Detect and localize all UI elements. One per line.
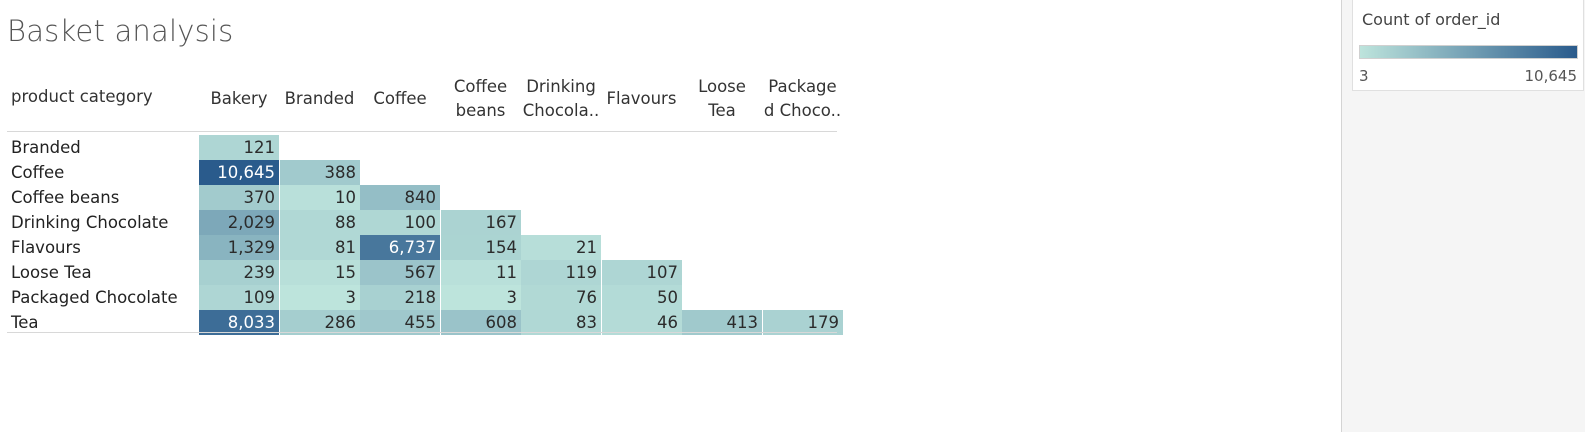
heatmap-cell[interactable]: 840 [360,185,440,210]
heatmap-cell[interactable]: 3 [441,285,521,310]
row-header[interactable]: Loose Tea [11,263,92,282]
column-header[interactable]: Loose Tea [698,77,746,120]
row-header[interactable]: Coffee [11,163,65,182]
heatmap-cell[interactable]: 2,029 [199,210,279,235]
legend-title: Count of order_id [1362,10,1501,29]
legend-gradient-bar [1359,45,1578,59]
heatmap-cell[interactable]: 608 [441,310,521,335]
heatmap-cell[interactable]: 239 [199,260,279,285]
row-header[interactable]: Coffee beans [11,188,120,207]
table-bottom-divider [7,332,837,333]
heatmap-cell[interactable]: 119 [521,260,601,285]
heatmap-cell[interactable]: 455 [360,310,440,335]
row-header-title[interactable]: product category [11,87,153,106]
row-header[interactable]: Packaged Chocolate [11,288,178,307]
heatmap-cell[interactable]: 370 [199,185,279,210]
heatmap-cell[interactable]: 15 [280,260,360,285]
column-header[interactable]: Package d Choco.. [763,77,842,120]
row-header[interactable]: Drinking Chocolate [11,213,169,232]
row-header[interactable]: Tea [11,313,39,332]
heatmap-cell[interactable]: 218 [360,285,440,310]
legend-min-label: 3 [1359,67,1369,85]
row-header[interactable]: Branded [11,138,81,157]
heatmap-cell[interactable]: 83 [521,310,601,335]
heatmap-cell[interactable]: 88 [280,210,360,235]
heatmap-cell[interactable]: 76 [521,285,601,310]
heatmap-cell[interactable]: 154 [441,235,521,260]
heatmap-cell[interactable]: 21 [521,235,601,260]
heatmap-cell[interactable]: 388 [280,160,360,185]
heatmap-cell[interactable]: 6,737 [360,235,440,260]
heatmap-cell[interactable]: 46 [602,310,682,335]
heatmap-cell[interactable]: 8,033 [199,310,279,335]
heatmap-cell[interactable]: 109 [199,285,279,310]
heatmap-cell[interactable]: 179 [763,310,843,335]
legend-max-label: 10,645 [1524,67,1578,85]
column-header[interactable]: Coffee [373,89,427,108]
heatmap-cell[interactable]: 413 [682,310,762,335]
heatmap-cell[interactable]: 167 [441,210,521,235]
heatmap-cell[interactable]: 81 [280,235,360,260]
column-header[interactable]: Bakery [210,89,268,108]
column-header[interactable]: Coffee beans [453,77,508,120]
column-header[interactable]: Branded [284,89,355,108]
heatmap-cell[interactable]: 100 [360,210,440,235]
heatmap-cell[interactable]: 50 [602,285,682,310]
heatmap-cell[interactable]: 10 [280,185,360,210]
heatmap-cell[interactable]: 107 [602,260,682,285]
heatmap-cell[interactable]: 11 [441,260,521,285]
heatmap-cell[interactable]: 1,329 [199,235,279,260]
heatmap-cell[interactable]: 286 [280,310,360,335]
color-legend[interactable]: Count of order_id 3 10,645 [1352,0,1584,91]
heatmap-cell[interactable]: 3 [280,285,360,310]
header-divider [7,131,837,132]
heatmap-cell[interactable]: 567 [360,260,440,285]
heatmap-cell[interactable]: 10,645 [199,160,279,185]
row-header[interactable]: Flavours [11,238,81,257]
page-title: Basket analysis [7,14,234,48]
column-header[interactable]: Drinking Chocola.. [522,77,600,120]
heatmap-cell[interactable]: 121 [199,135,279,160]
column-header[interactable]: Flavours [606,89,677,108]
